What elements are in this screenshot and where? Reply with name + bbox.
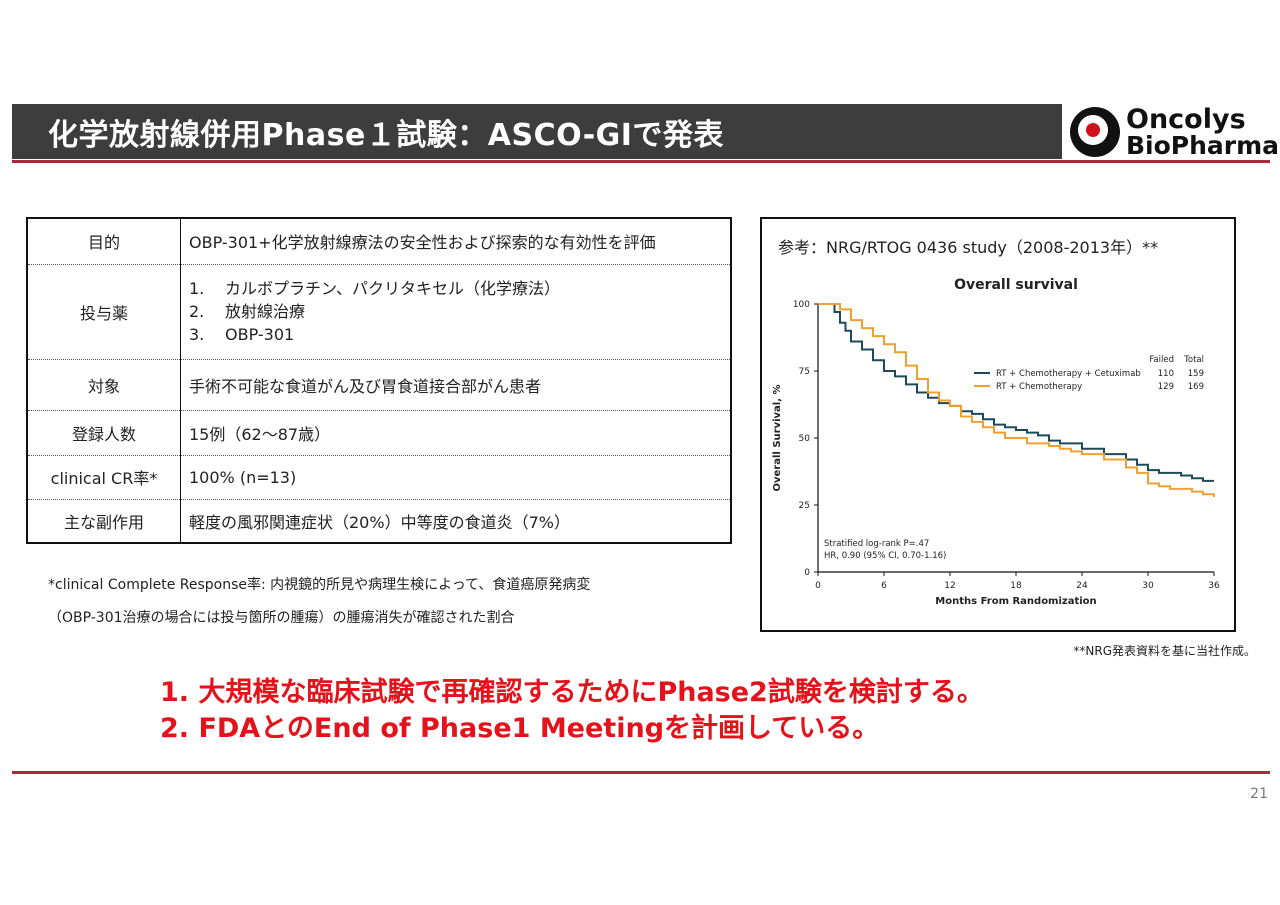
series-line-1: [818, 303, 1214, 482]
x-axis-label: Months From Randomization: [935, 596, 1096, 607]
reference-chart-panel: [760, 217, 1236, 632]
y-tick-label: 75: [799, 367, 810, 377]
x-tick-label: 30: [1142, 581, 1154, 591]
row-key: 対象: [27, 359, 181, 411]
footer-divider: [12, 771, 1270, 774]
chart-annotation-2: HR, 0.90 (95% CI, 0.70-1.16): [824, 551, 946, 561]
legend-label-2: RT + Chemotherapy: [996, 382, 1082, 392]
chart-title: Overall survival: [954, 277, 1078, 293]
logo-text-line2: BioPharma: [1126, 131, 1280, 160]
series-line-2: [818, 303, 1215, 497]
legend-failed-2: 129: [1158, 382, 1174, 392]
row-key: 登録人数: [27, 410, 181, 456]
row-value: OBP-301+化学放射線療法の安全性および探索的な有効性を評価: [180, 218, 731, 265]
x-tick-label: 36: [1208, 581, 1220, 591]
x-tick-label: 6: [881, 581, 887, 591]
legend-failed-1: 110: [1158, 369, 1174, 379]
x-tick-label: 0: [815, 581, 821, 591]
x-tick-label: 18: [1010, 581, 1022, 591]
list-item: 2. 放射線治療: [189, 302, 306, 321]
y-tick-label: 50: [799, 434, 811, 444]
table-row: 対象 手術不可能な食道がん及び胃食道接合部がん患者: [27, 359, 731, 411]
footnote-line2: （OBP-301治療の場合には投与箇所の腫瘍）の腫瘍消失が確認された割合: [48, 610, 515, 626]
list-item: 1. カルボプラチン、パクリタキセル（化学療法）: [189, 279, 561, 298]
list-item: 3. OBP-301: [189, 325, 295, 344]
legend-header-failed: Failed: [1149, 355, 1174, 365]
survival-chart: Overall survival 0 6 12 18 24 30 36 0 25 50 75 100 Mo…: [772, 277, 1220, 607]
legend-label-1: RT + Chemotherapy + Cetuximab: [996, 369, 1141, 379]
row-key: 主な副作用: [27, 499, 181, 543]
drug-list: 1. カルボプラチン、パクリタキセル（化学療法） 2. 放射線治療 3. OBP-30…: [180, 264, 731, 360]
x-tick-label: 12: [944, 581, 955, 591]
row-key: 目的: [27, 218, 181, 265]
table-row: 投与薬 1. カルボプラチン、パクリタキセル（化学療法） 2. 放射線治療 3. OB…: [27, 264, 731, 360]
reference-label: 参考：NRG/RTOG 0436 study（2008-2013年）**: [778, 238, 1159, 257]
y-tick-label: 0: [804, 568, 810, 578]
title-divider: [12, 160, 1270, 163]
logo-text-line1: Oncolys: [1126, 104, 1246, 135]
conclusion-2: 2. FDAとのEnd of Phase1 Meetingを計画している。: [160, 713, 880, 744]
table-row: 登録人数 15例（62～87歳）: [27, 410, 731, 456]
row-value: 手術不可能な食道がん及び胃食道接合部がん患者: [180, 359, 731, 411]
row-key: clinical CR率*: [27, 455, 181, 500]
company-logo: Oncolys BioPharma: [1062, 104, 1279, 160]
table-row: 主な副作用 軽度の風邪関連症状（20%）中等度の食道炎（7%）: [27, 499, 731, 543]
x-tick-label: 24: [1076, 581, 1088, 591]
row-value: 100% (n=13): [180, 455, 731, 500]
slide-title: 化学放射線併用Phase１試験：ASCO-GIで発表: [48, 118, 724, 153]
conclusion-1: 1. 大規模な臨床試験で再確認するためにPhase2試験を検討する。: [160, 677, 984, 708]
row-key: 投与薬: [27, 264, 181, 360]
table-row: clinical CR率* 100% (n=13): [27, 455, 731, 500]
source-note: **NRG発表資料を基に当社作成。: [1073, 644, 1256, 658]
row-value: 15例（62～87歳）: [180, 410, 731, 456]
y-tick-label: 100: [793, 300, 810, 310]
legend-total-1: 159: [1188, 369, 1204, 379]
title-bar: [12, 104, 1268, 159]
footnote-line1: *clinical Complete Response率: 内視鏡的所見や病理生…: [48, 577, 591, 593]
chart-annotation-1: Stratified log-rank P=.47: [824, 539, 929, 549]
logo-mark-icon: [1070, 107, 1120, 157]
y-axis-label: Overall Survival, %: [772, 384, 783, 491]
y-tick-label: 25: [799, 501, 810, 511]
row-value: 軽度の風邪関連症状（20%）中等度の食道炎（7%）: [189, 512, 570, 532]
trial-summary-table: 目的 OBP-301+化学放射線療法の安全性および探索的な有効性を評価 投与薬 …: [26, 217, 732, 544]
legend-total-2: 169: [1188, 382, 1204, 392]
legend-header-total: Total: [1183, 355, 1204, 365]
table-row: 目的 OBP-301+化学放射線療法の安全性および探索的な有効性を評価: [27, 218, 731, 265]
page-number: 21: [1250, 786, 1268, 802]
